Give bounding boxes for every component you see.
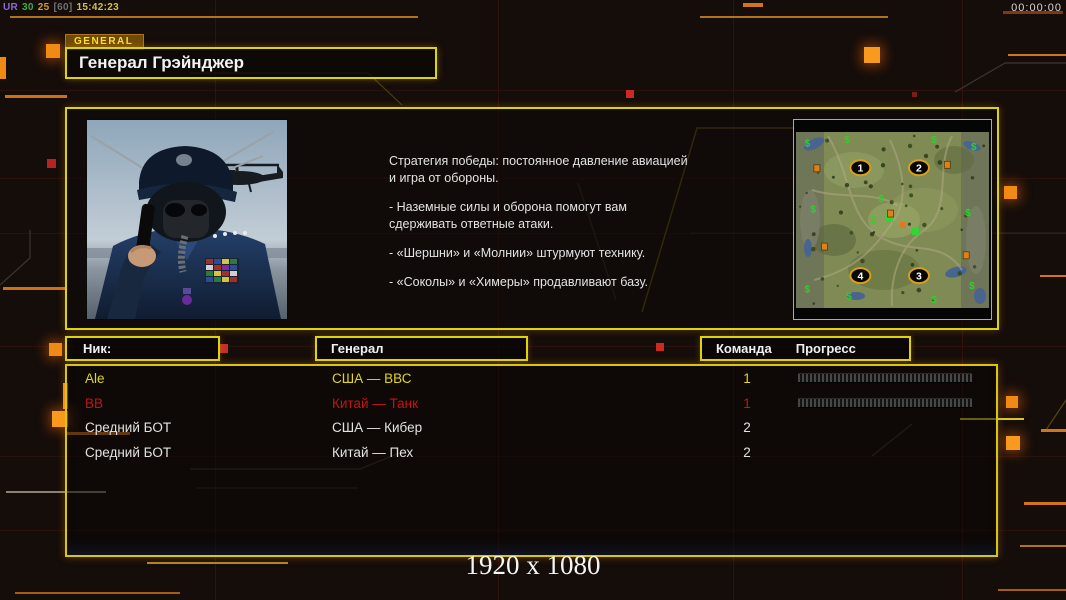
decor-square (49, 343, 62, 356)
decor-line (1003, 11, 1063, 14)
decor-line (147, 562, 288, 564)
decor-line (743, 3, 763, 7)
oil-derrick-icon (887, 209, 895, 218)
supply-dock-icon: $ (805, 138, 811, 149)
player-team: 1 (743, 395, 751, 411)
column-header-progress: Прогресс (795, 341, 856, 356)
debug-token: [60] (53, 2, 73, 13)
svg-text:3: 3 (916, 270, 922, 282)
oil-derrick-icon (821, 242, 828, 251)
supply-dock-icon: $ (810, 205, 816, 216)
strategy-paragraph: - «Соколы» и «Химеры» продавливают базу. (389, 275, 648, 289)
supply-dock-icon: $ (931, 295, 937, 306)
decor-square (912, 92, 917, 97)
table-row: Средний БОТ Китай — Пех 2 (67, 442, 996, 467)
decor-line (0, 57, 6, 79)
general-info-panel: Стратегия победы: постоянное давление ав… (65, 107, 999, 330)
supply-dock-icon: $ (969, 281, 975, 292)
decor-line (1020, 545, 1066, 547)
decor-line (1040, 275, 1066, 277)
supply-dock-icon: $ (878, 194, 884, 205)
column-header-team: Команда (716, 341, 772, 356)
column-header-team-progress: Команда Прогресс (700, 336, 911, 361)
player-general: Китай — Пех (332, 444, 414, 460)
oil-derrick-icon (962, 251, 970, 260)
decor-line (998, 589, 1066, 591)
decor-square (1006, 436, 1020, 450)
player-general: Китай — Танк (332, 395, 418, 411)
svg-text:1: 1 (857, 163, 863, 175)
table-row: ВВ Китай — Танк 1 (67, 393, 996, 418)
supply-dock-icon: $ (844, 135, 850, 146)
general-name: Генерал Грэйнджер (79, 53, 245, 72)
svg-text:4: 4 (857, 270, 863, 282)
start-position-marker: 2 (907, 159, 930, 177)
supply-dock-icon: $ (965, 208, 971, 219)
decor-square (1004, 186, 1017, 199)
column-header-nick: Ник: (65, 336, 220, 361)
decor-square (656, 343, 664, 351)
decor-square (626, 90, 634, 98)
decor-square (219, 344, 228, 353)
player-team: 2 (743, 420, 751, 435)
decor-line (700, 16, 888, 18)
strategy-paragraph: - «Шершни» и «Молнии» штурмуют технику. (389, 246, 646, 260)
decor-line (3, 287, 66, 290)
decor-square (52, 411, 68, 427)
load-progress-bar (798, 373, 972, 383)
decor-line (10, 16, 418, 18)
player-nick: Средний БОТ (85, 420, 172, 435)
supply-dock-icon: $ (931, 135, 937, 146)
column-header-general: Генерал (315, 336, 528, 361)
oil-derrick-icon (943, 160, 951, 169)
general-title-box: Генерал Грэйнджер (65, 47, 437, 79)
table-row: Ale США — ВВС 1 (67, 368, 996, 393)
supply-dock-icon: $ (805, 285, 811, 296)
start-position-marker: 3 (907, 267, 930, 285)
decor-line (6, 491, 106, 493)
decor-square (46, 44, 60, 58)
strategy-paragraph: Стратегия победы: постоянное давление ав… (389, 154, 688, 185)
player-general: США — Кибер (332, 420, 423, 435)
debug-token: 30 (22, 2, 34, 13)
player-nick: Средний БОТ (85, 444, 172, 460)
player-nick: ВВ (85, 395, 104, 411)
player-team: 2 (743, 444, 751, 460)
supply-dock-icon: $ (871, 215, 877, 226)
oil-derrick-icon (813, 164, 821, 173)
player-general: США — ВВС (332, 371, 412, 386)
decor-square (864, 47, 880, 63)
medal-ribbons (205, 258, 239, 284)
start-position-marker: 1 (849, 159, 872, 177)
general-portrait (86, 119, 288, 320)
debug-status-text: UR 30 25 [60] 15:42:23 (3, 2, 123, 13)
start-position-marker: 4 (849, 267, 872, 285)
supply-dock-icon: $ (846, 292, 852, 303)
load-progress-bar (798, 397, 972, 408)
decor-line (15, 592, 180, 594)
debug-token: 25 (37, 2, 50, 13)
resolution-caption: 1920 x 1080 (465, 550, 601, 580)
decor-square (47, 159, 56, 168)
rank-stars (213, 231, 247, 238)
supply-dock-icon: $ (971, 142, 977, 153)
svg-text:2: 2 (916, 163, 922, 175)
decor-line (1008, 54, 1066, 56)
match-timer: 00:00:00 (1011, 2, 1062, 14)
player-roster-panel: Ale США — ВВС 1 ВВ Китай — Танк 1 Средний БОТ С… (65, 364, 998, 557)
decor-square (1006, 396, 1018, 408)
player-nick: Ale (85, 371, 105, 386)
debug-token: 15:42:23 (76, 2, 119, 13)
minimap: $ $ $ $ $ $ $ $ $ $ $ $1 2 4 3 (793, 119, 992, 320)
strategy-paragraph: - Наземные силы и оборона помогут вам сд… (389, 200, 627, 231)
table-row: Средний БОТ США — Кибер 2 (67, 417, 996, 442)
decor-line (5, 95, 67, 98)
strategy-text: Стратегия победы: постоянное давление ав… (389, 153, 734, 303)
decor-line (1041, 429, 1066, 432)
decor-line (1024, 502, 1066, 505)
player-team: 1 (743, 371, 751, 386)
debug-token: UR (3, 2, 19, 13)
